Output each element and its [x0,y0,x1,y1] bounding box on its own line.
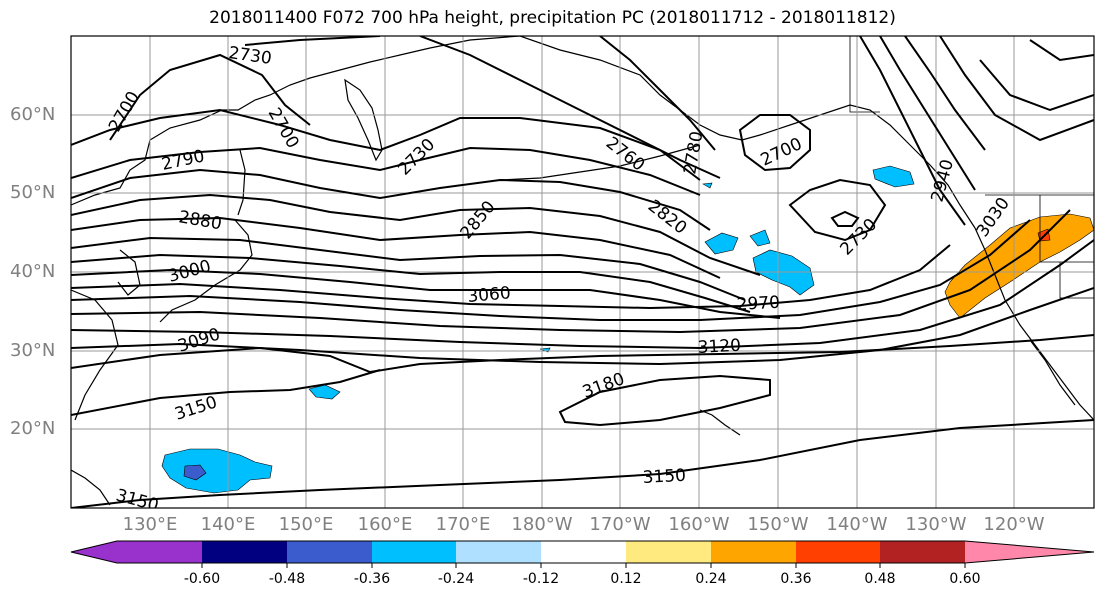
lon-label: 140°E [200,514,256,535]
coastline-kamchatka [344,78,383,162]
lon-label: 150°E [278,514,334,535]
lat-label: 40°N [10,261,56,282]
contour-2700-west [109,53,311,141]
contour-ridge-2 [879,36,976,191]
precip-negative-area-mid [749,229,771,247]
contour-2910 [71,253,751,313]
colorbar-bin-5 [456,541,541,563]
border-state-lines-2 [1059,262,1094,299]
coastline-sakhalin [237,149,246,216]
contour-ridge-1 [859,36,966,226]
contour-label: 3120 [697,336,741,358]
colorbar-tick-label: 0.24 [695,571,727,587]
coastline-philippines-taiwan [71,469,111,506]
colorbar-ticks [201,563,966,568]
contour-label: 3150 [642,466,686,488]
contour-low-center [830,210,860,227]
colorbar-bin-2 [202,541,287,563]
colorbar-bin-9 [796,541,880,563]
contour-3060 [71,239,1094,350]
precip-negative-area-southwest [161,448,273,494]
contour-ridge-3 [904,36,986,151]
colorbar-extend-low [71,541,117,563]
coastline-hawaii [699,409,741,436]
colorbar-tick-label: 0.36 [780,571,812,587]
lon-label: 130°W [905,514,967,535]
contour-label: 3060 [467,283,512,307]
lon-label: 130°E [122,514,178,535]
contour-ridge-6 [1029,39,1094,62]
precip-negative-area-hawaii-north [704,232,739,255]
colorbar-outline [70,540,1095,564]
lat-label: 20°N [10,418,56,439]
colorbar-tick-label: -0.12 [522,571,560,587]
map-title: 2018011400 F072 700 hPa height, precipit… [209,8,896,28]
contour-2850 [71,216,721,279]
contour-label: 2970 [736,293,780,315]
contour-2730-east [788,178,887,242]
contour-ridge-5 [979,59,1094,112]
colorbar-tick-label: 0.48 [864,571,896,587]
contour-2760 [71,146,701,196]
contour-2700-east [738,114,811,172]
coastline-asia [71,36,521,206]
political-borders [849,36,1094,299]
lon-label: 170°W [589,514,651,535]
lat-label: 60°N [10,104,56,125]
colorbar-tick-label: -0.24 [437,571,475,587]
coastline-north-america-west [974,227,1094,421]
colorbar-tick-label: -0.48 [268,571,306,587]
contour-2820 [71,193,761,276]
plot-frame [70,35,1095,509]
contour-2730-west [71,108,701,181]
contour-2730-north [244,36,381,46]
colorbar-bin-6 [541,541,626,563]
map-plot-area: 2730 2700 2700 2790 2730 2760 2780 2700 … [71,36,1094,508]
colorbar-bin-8 [711,541,796,563]
contour-3120 [71,334,1094,374]
precip-strong-negative-core [183,464,207,481]
contour-2790 [71,168,711,231]
contour-2970 [71,244,951,310]
contour-upper-1 [419,36,721,179]
contour-2880 [71,236,746,301]
contour-3000 [71,219,1031,321]
colorbar-bin-1 [117,541,202,563]
colorbar-tick-label: 0.12 [610,571,642,587]
colorbar-bin-4 [372,541,456,563]
lat-label: 30°N [10,340,56,361]
lon-label: 120°W [983,514,1045,535]
colorbar-bin-7 [626,541,711,563]
lon-label: 140°W [826,514,888,535]
colorbar-tick-label: 0.60 [949,571,981,587]
border-alaska-canada [849,36,880,113]
lon-label: 160°E [357,514,413,535]
colorbar-tick-label: -0.60 [183,571,221,587]
contour-ridge-4 [939,36,1094,142]
lon-label: 170°E [435,514,491,535]
contour-3030 [71,209,1071,334]
contour-3150-south [71,419,1094,508]
colorbar [70,540,1095,568]
coastline-baja [1029,339,1076,406]
colorbar-bin-10 [880,541,965,563]
border-state-lines-1 [1039,195,1094,263]
colorbar-extend-high [965,541,1094,563]
contour-upper-2 [599,36,716,151]
contour-2940 [71,268,781,319]
precip-tiny-1 [702,182,713,189]
precip-positive-area-california [944,213,1094,319]
colorbar-tick-label: -0.36 [353,571,391,587]
contour-3180-closed [558,374,771,427]
lon-label: 180°W [511,514,573,535]
height-contours [71,36,1094,508]
lon-label: 160°W [668,514,730,535]
contour-3150-north [71,369,381,416]
lon-label: 150°W [747,514,809,535]
precip-negative-area-gulf [872,165,915,188]
colorbar-bin-3 [287,541,372,563]
lat-label: 50°N [10,182,56,203]
